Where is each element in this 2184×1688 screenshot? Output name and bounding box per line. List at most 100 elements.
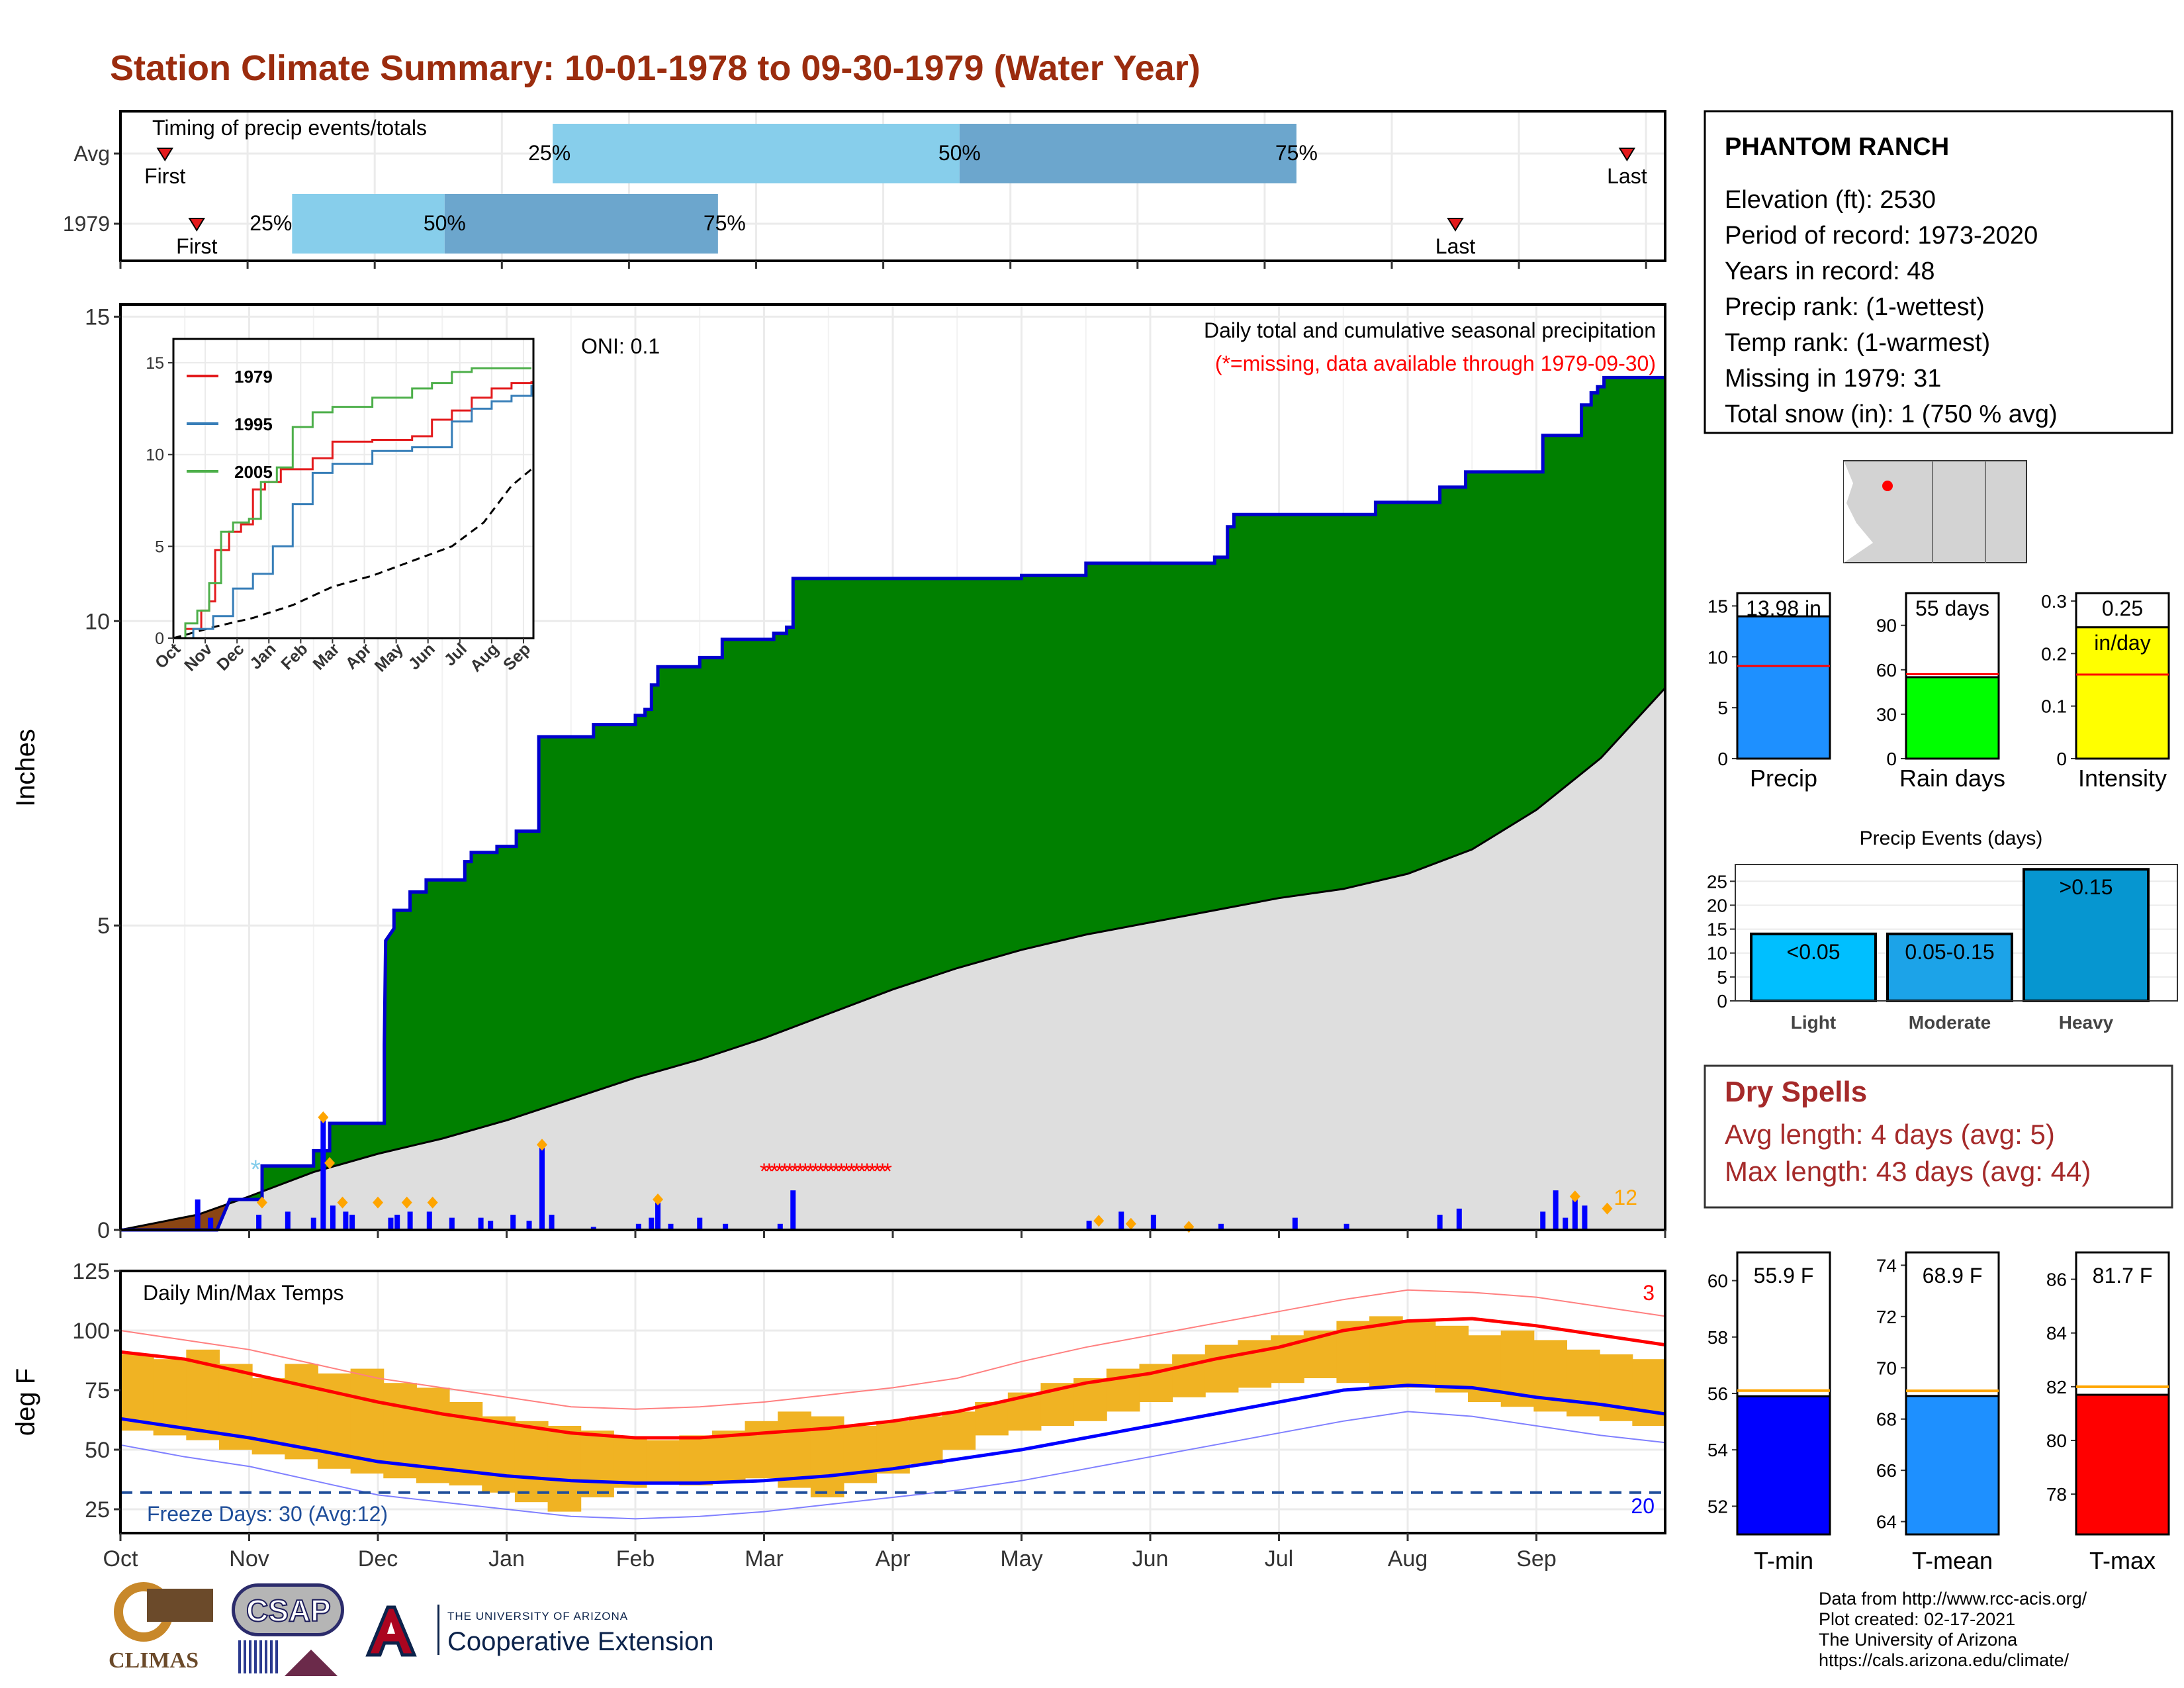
precip-y-axis-label: Inches: [11, 729, 40, 807]
missing-data-marker: *: [884, 1159, 892, 1184]
daily-temp-range-bar: [1567, 1349, 1600, 1417]
daily-precip-bar: [320, 1120, 326, 1230]
timing-label-50: 50%: [938, 141, 981, 165]
events-y-tick-label: 0: [1717, 991, 1727, 1011]
daily-temp-range-bar: [613, 1438, 647, 1488]
mini-bar-tick-label: 0: [1717, 749, 1728, 769]
last-event-marker: [1447, 218, 1464, 232]
record-high-count: 3: [1643, 1281, 1655, 1305]
temp-bar-tick-label: 86: [2046, 1270, 2067, 1290]
credit-line: Plot created: 02-17-2021: [1819, 1609, 2016, 1629]
t-min-value-bar: [1736, 1395, 1831, 1536]
precip-y-tick-label: 10: [85, 609, 110, 634]
missing-data-marker: *: [827, 1159, 835, 1184]
university-of-arizona-logo: THE UNIVERSITY OF ARIZONA Cooperative Ex…: [361, 1602, 758, 1668]
timing-bar-50-75: [959, 124, 1297, 183]
missing-data-marker: *: [862, 1159, 871, 1184]
missing-snow-marker: *: [250, 1155, 261, 1184]
missing-data-marker: *: [780, 1159, 789, 1184]
missing-data-marker: *: [760, 1159, 768, 1184]
timing-bar-25-50: [292, 194, 445, 254]
temp-y-tick-label: 125: [72, 1259, 110, 1284]
timing-row-label: 1979: [63, 212, 110, 236]
missing-data-marker: *: [791, 1159, 799, 1184]
missing-data-marker: *: [765, 1159, 774, 1184]
first-event-marker: [156, 148, 174, 162]
daily-precip-bar: [1563, 1217, 1569, 1230]
month-label: Apr: [876, 1546, 911, 1571]
daily-precip-bar: [777, 1223, 783, 1230]
precip-event-bar-label: 0.05-0.15: [1905, 940, 1994, 964]
daily-temp-range-bar: [1369, 1316, 1403, 1388]
daily-precip-bar: [655, 1199, 661, 1230]
last-event-marker: [1618, 148, 1636, 162]
daily-precip-bar: [1343, 1223, 1349, 1230]
daily-precip-bar: [668, 1223, 674, 1230]
month-label: Mar: [745, 1546, 784, 1571]
t-min-value-label: 55.9 F: [1754, 1264, 1814, 1288]
temp-bar-tick-label: 80: [2046, 1430, 2067, 1451]
missing-data-marker: *: [775, 1159, 784, 1184]
events-y-tick-label: 25: [1707, 871, 1727, 892]
intensity-value-label: 0.25: [2102, 596, 2143, 620]
daily-precip-bar: [1553, 1190, 1559, 1230]
missing-data-marker: *: [796, 1159, 804, 1184]
precip-events-title: Precip Events (days): [1860, 827, 2043, 849]
dry-spells-line: Avg length: 4 days (avg: 5): [1725, 1119, 2055, 1150]
daily-precip-bar: [635, 1223, 641, 1230]
inset-series-line: [173, 381, 533, 639]
daily-precip-marker: [427, 1196, 438, 1209]
daily-temp-range-bar: [778, 1411, 811, 1488]
daily-temp-range-bar: [1435, 1325, 1469, 1393]
station-info-line: Missing in 1979: 31: [1725, 365, 1941, 393]
daily-precip-bar: [256, 1215, 262, 1230]
precip-y-tick-label: 0: [97, 1218, 110, 1243]
missing-data-note: (*=missing, data available through 1979-…: [1215, 352, 1656, 375]
inset-y-tick-label: 15: [146, 354, 164, 373]
month-label: Sep: [1516, 1546, 1557, 1571]
temp-bar-tick-label: 58: [1707, 1327, 1728, 1348]
temp-bar-tick-label: 64: [1876, 1512, 1897, 1532]
intensity-label-box: [2075, 592, 2170, 629]
station-location-dot: [1882, 481, 1893, 491]
last-event-label: Last: [1607, 164, 1647, 188]
mini-bar-tick-label: 0.1: [2041, 696, 2067, 717]
precip-total-value-label: 13.98 in: [1746, 596, 1821, 620]
daily-precip-marker: [337, 1196, 348, 1209]
inset-y-tick-label: 5: [155, 538, 164, 556]
inset-legend-label: 1979: [234, 367, 273, 387]
station-info-line: Elevation (ft): 2530: [1725, 186, 1936, 214]
station-name: PHANTOM RANCH: [1725, 133, 1949, 161]
rain-days-value-bar: [1905, 676, 2000, 760]
daily-precip-marker: [318, 1111, 329, 1123]
dry-spells-box: [1704, 1064, 2173, 1209]
station-info-box: [1704, 110, 2173, 434]
month-label: Dec: [358, 1546, 398, 1571]
daily-precip-bar: [285, 1211, 291, 1230]
daily-precip-bar: [1218, 1223, 1224, 1230]
climas-wordmark: CLIMAS: [109, 1648, 199, 1673]
temp-bar-tick-label: 74: [1876, 1255, 1897, 1276]
temp-y-axis-label: deg F: [11, 1368, 40, 1436]
daily-temp-range-bar: [514, 1421, 549, 1503]
mini-bar-tick-label: 15: [1707, 596, 1728, 616]
daily-temp-range-bar: [646, 1440, 680, 1483]
daily-precip-bar: [488, 1221, 494, 1230]
missing-data-marker: *: [811, 1159, 820, 1184]
daily-precip-bar: [549, 1215, 555, 1230]
missing-data-marker: *: [858, 1159, 866, 1184]
temp-bar-tick-label: 54: [1707, 1440, 1728, 1460]
daily-temp-range-bar: [1402, 1321, 1436, 1388]
temp-bar-tick-label: 72: [1876, 1307, 1897, 1327]
missing-data-marker: *: [878, 1159, 887, 1184]
daily-precip-bar: [349, 1215, 355, 1230]
daily-precip-marker: [1569, 1190, 1580, 1203]
daily-precip-bar: [590, 1227, 596, 1230]
missing-data-marker: *: [786, 1159, 794, 1184]
timing-bar-50-75: [444, 194, 718, 254]
mini-bar-tick-label: 30: [1876, 704, 1897, 725]
record-low-count: 20: [1631, 1494, 1655, 1518]
cumulative-precip-line: [120, 375, 1665, 1232]
missing-data-marker: *: [821, 1159, 830, 1184]
events-y-tick-label: 20: [1707, 895, 1727, 915]
